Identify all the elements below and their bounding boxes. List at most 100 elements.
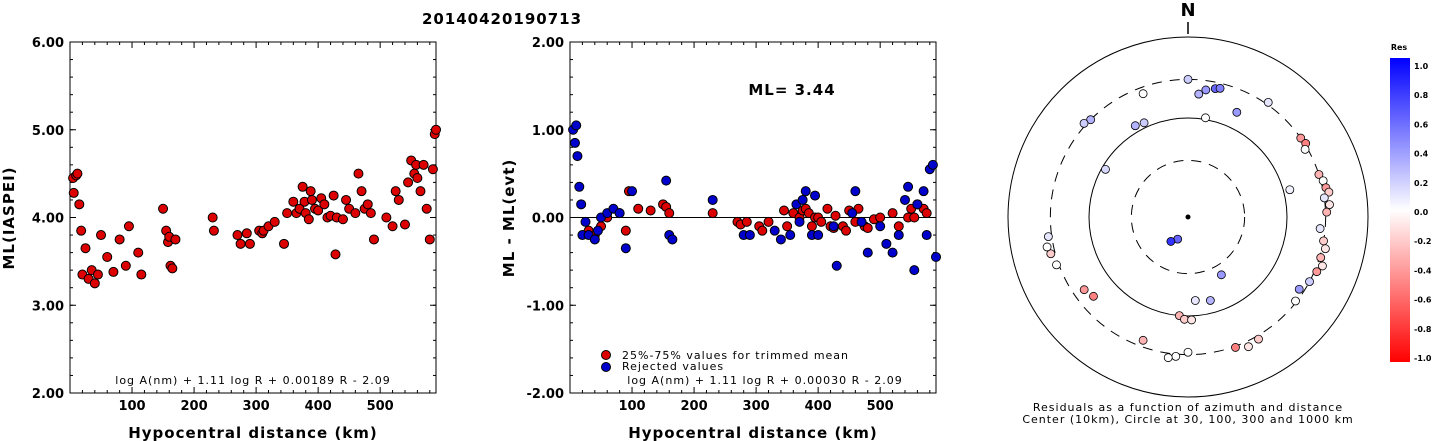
left-point	[305, 186, 316, 197]
left-point	[235, 238, 246, 249]
colorbar-tick-label: -0.2	[1414, 237, 1432, 246]
polar-point	[1079, 118, 1089, 128]
middle-xtick-label: 200	[680, 399, 707, 414]
left-point	[368, 234, 379, 245]
polar-point	[1089, 291, 1098, 301]
left-point	[399, 219, 410, 230]
polar-point	[1194, 89, 1204, 99]
left-point	[390, 186, 401, 197]
left-point	[92, 269, 103, 280]
legend-label-trimmed: 25%-75% values for trimmed mean	[622, 349, 849, 362]
middle-ytick-label: 0.00	[532, 212, 564, 227]
left-point	[319, 199, 330, 210]
middle-ytick-label: 1.00	[532, 124, 564, 139]
middle-point	[847, 208, 858, 219]
middle-point	[782, 221, 793, 232]
middle-point	[806, 221, 817, 232]
middle-point	[887, 247, 898, 258]
legend-label-rejected: Rejected values	[622, 360, 724, 373]
polar-point	[1201, 113, 1210, 123]
middle-points	[568, 120, 941, 276]
left-xtick-label: 200	[180, 399, 207, 414]
polar-point	[1101, 164, 1110, 174]
polar-panel: N Residuals as a function of azimuth and…	[1007, 0, 1369, 426]
middle-point	[580, 216, 591, 227]
polar-point	[1300, 144, 1310, 154]
middle-point	[627, 186, 638, 197]
middle-point	[813, 230, 824, 241]
left-point	[76, 225, 87, 236]
left-point	[418, 159, 429, 170]
left-point	[356, 186, 367, 197]
left-point	[362, 199, 373, 210]
polar-point	[1190, 296, 1200, 305]
middle-point	[862, 247, 873, 258]
polar-point	[1318, 261, 1327, 271]
middle-xtick-label: 400	[805, 399, 832, 414]
middle-point	[707, 208, 718, 219]
polar-point	[1324, 187, 1334, 197]
colorbar-tick-label: -0.4	[1414, 266, 1432, 275]
left-xtick-label: 400	[305, 399, 332, 414]
middle-point	[810, 190, 821, 201]
legend-marker-trimmed	[601, 350, 611, 360]
middle-point	[909, 212, 920, 223]
middle-point	[850, 186, 861, 197]
left-ytick-label: 3.00	[32, 299, 64, 314]
middle-point	[707, 194, 718, 205]
polar-point	[1138, 335, 1148, 345]
middle-point	[574, 181, 585, 192]
left-point	[350, 208, 361, 219]
middle-point	[645, 205, 656, 216]
colorbar-tick-label: 0.4	[1414, 150, 1429, 159]
epicenter-dot	[1185, 214, 1191, 220]
left-points	[68, 124, 441, 289]
middle-ytick-label: -1.00	[527, 299, 564, 314]
middle-point	[899, 194, 910, 205]
left-point	[282, 208, 293, 219]
left-point	[412, 173, 423, 184]
left-point	[288, 196, 299, 207]
left-point	[381, 212, 392, 223]
polar-point	[1254, 334, 1263, 344]
colorbar-tick-label: -0.8	[1414, 325, 1432, 334]
left-point	[421, 203, 432, 214]
left-point	[167, 263, 178, 274]
middle-point	[887, 208, 898, 219]
polar-point	[1244, 342, 1253, 352]
polar-point	[1215, 83, 1225, 93]
left-point	[232, 230, 243, 241]
middle-point	[633, 203, 644, 214]
left-panel: 100 200 300 400 500 2.00 3.00 4.00 5.00 6.00 Hypo…	[0, 36, 441, 441]
polar-point	[1138, 89, 1148, 99]
left-point	[427, 164, 438, 175]
polar-point	[1320, 244, 1330, 254]
polar-point	[1052, 260, 1061, 270]
middle-point	[572, 151, 583, 162]
middle-point	[741, 216, 752, 227]
middle-point	[763, 216, 774, 227]
left-point	[96, 230, 107, 241]
middle-point	[912, 199, 923, 210]
polar-point	[1305, 277, 1314, 287]
left-point	[328, 190, 339, 201]
left-ytick-label: 6.00	[32, 36, 64, 51]
polar-point	[1139, 118, 1149, 128]
middle-point	[775, 234, 786, 245]
middle-point	[592, 225, 603, 236]
middle-point	[744, 230, 755, 241]
colorbar-gradient	[1390, 58, 1410, 362]
left-ticks: 100 200 300 400 500 2.00 3.00 4.00 5.00 6.00	[32, 36, 436, 414]
left-point	[114, 234, 125, 245]
middle-point	[927, 159, 938, 170]
colorbar-tick-label: 0.8	[1414, 91, 1429, 100]
left-point	[120, 260, 131, 271]
left-point	[170, 234, 181, 245]
polar-point	[1315, 224, 1325, 233]
polar-point	[1314, 170, 1324, 179]
left-point	[431, 124, 441, 135]
middle-point	[828, 221, 839, 232]
polar-point	[1312, 267, 1322, 277]
polar-ring-30km	[1130, 159, 1246, 275]
middle-point	[614, 208, 625, 219]
